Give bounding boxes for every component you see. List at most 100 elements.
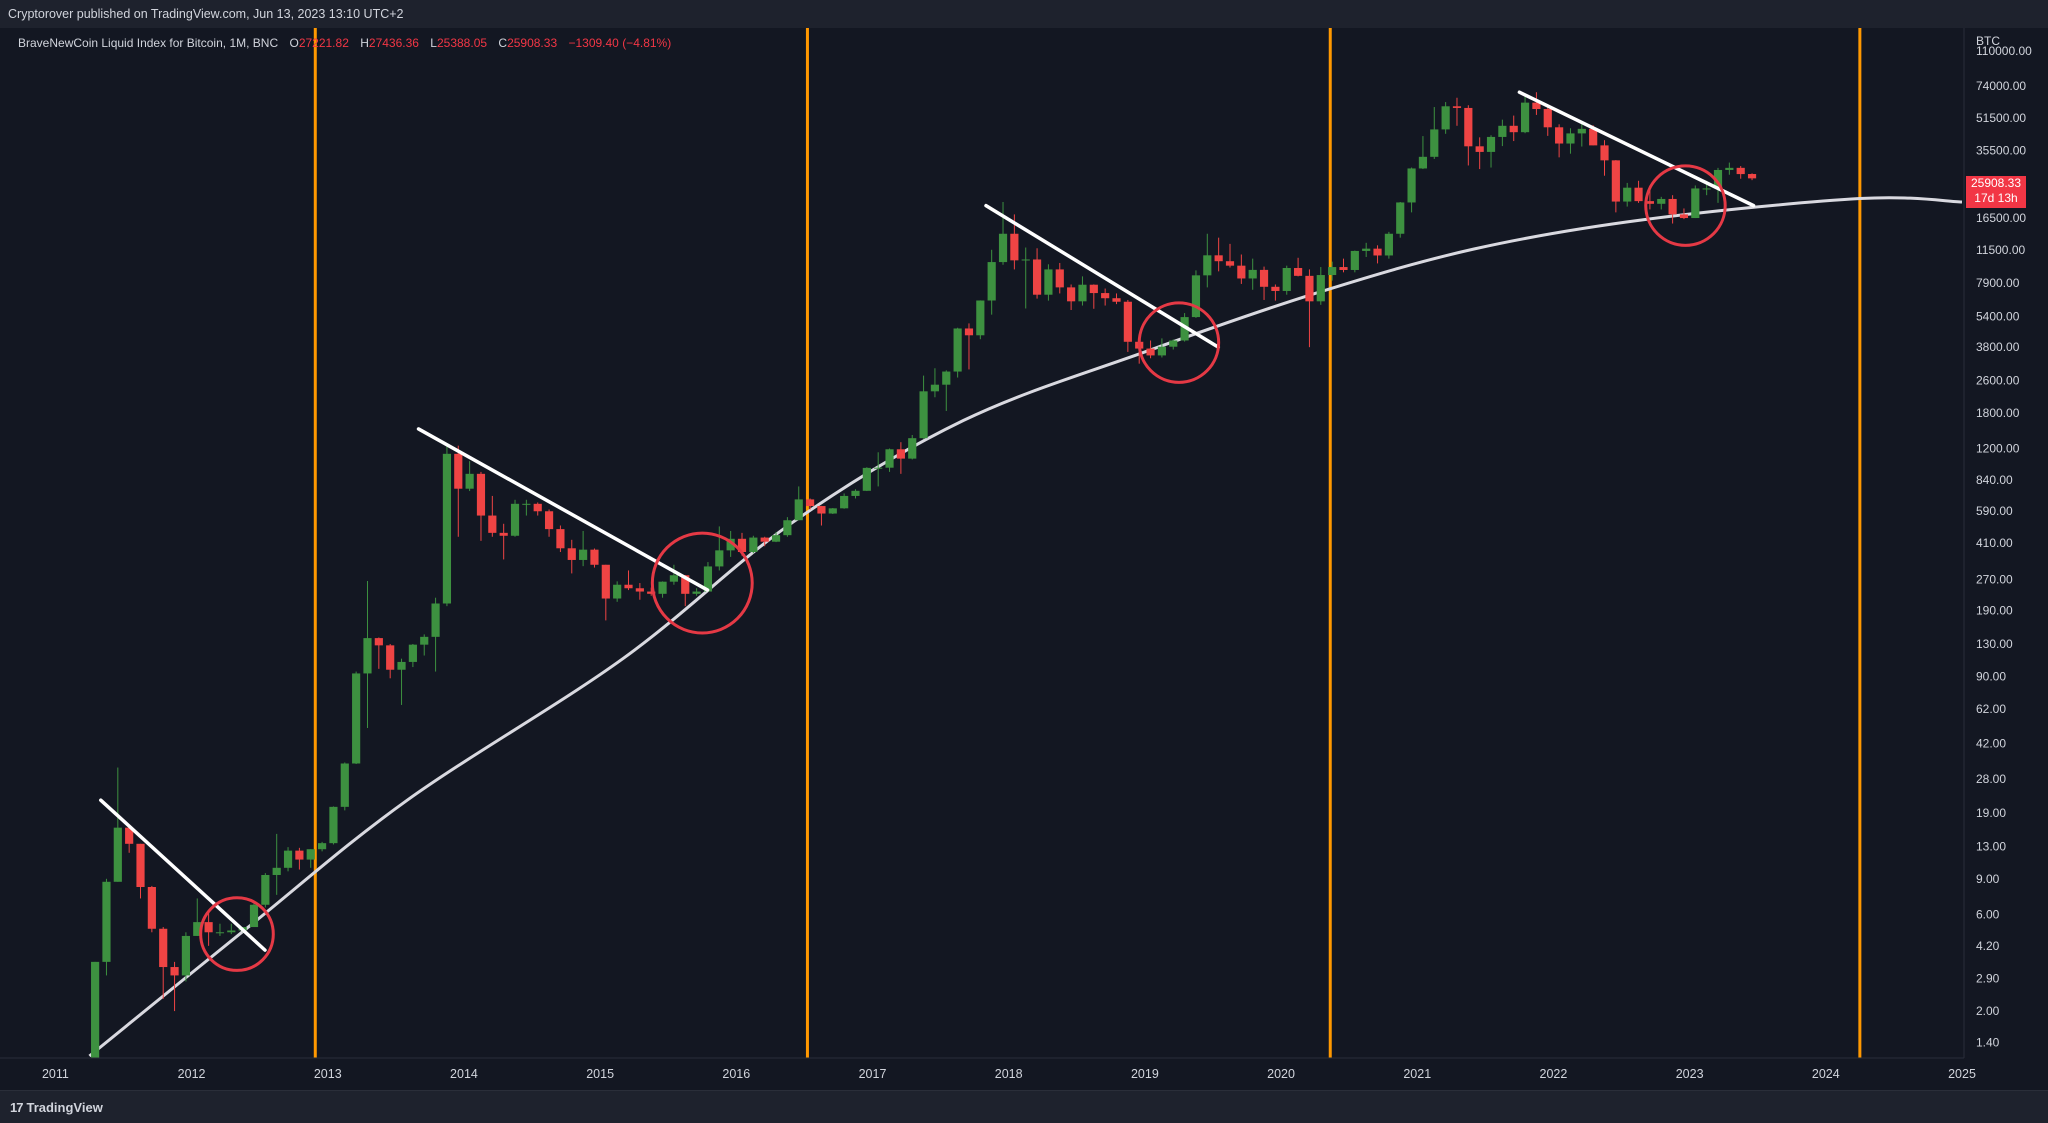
price-tick-label: 1800.00: [1976, 406, 2020, 420]
candle-body: [136, 843, 145, 887]
price-tick-label: 19.00: [1976, 806, 2006, 820]
candle-body: [1702, 188, 1711, 190]
candle-body: [1555, 127, 1564, 144]
time-tick-label: 2021: [1403, 1067, 1431, 1081]
candle-body: [1101, 293, 1110, 299]
candle-body: [1634, 187, 1643, 202]
candle-body: [1679, 214, 1689, 219]
candle-body: [998, 233, 1008, 263]
candle-body: [1600, 145, 1609, 161]
candle-body: [749, 537, 758, 553]
candle-body: [1430, 129, 1439, 157]
candle-body: [987, 262, 996, 301]
candle-body: [1305, 275, 1314, 302]
candle-body: [1180, 317, 1189, 341]
price-tick-label: 270.00: [1976, 573, 2013, 587]
trendline: [416, 427, 710, 592]
candle-body: [386, 645, 395, 670]
candle-body: [1623, 187, 1632, 202]
low-value: 25388.05: [436, 36, 488, 50]
candle-body: [1169, 340, 1178, 347]
footer-bar: 17 TradingView: [0, 1090, 2048, 1123]
brand-name: TradingView: [26, 1100, 103, 1115]
candle-body: [590, 549, 599, 565]
trendline: [1517, 90, 1756, 208]
highlight-circles: [199, 164, 1727, 972]
publisher-bar: Cryptorover published on TradingView.com…: [0, 0, 2048, 29]
candlestick-chart[interactable]: 110000.00 74000.00 51500.00 35500.00 16500.0…: [0, 28, 2048, 1090]
candle-body: [363, 638, 372, 674]
candle-body: [1543, 109, 1552, 128]
price-tick-label: 2.00: [1976, 1004, 2000, 1018]
trendline: [984, 203, 1221, 349]
candle-body: [1191, 275, 1201, 318]
candle-body: [113, 827, 122, 882]
highlight-circle: [1644, 164, 1727, 247]
price-tick-label: 840.00: [1976, 473, 2013, 487]
candle-body: [352, 673, 361, 764]
time-tick-label: 2013: [314, 1067, 342, 1081]
price-tick-label: 90.00: [1976, 669, 2006, 683]
price-tick-label: 190.00: [1976, 604, 2013, 618]
time-tick-label: 2018: [995, 1067, 1023, 1081]
time-axis[interactable]: 2011 2012 2013 2014 2015 2016 2017 2018 2019 2020…: [42, 1067, 1976, 1081]
price-axis[interactable]: 110000.00 74000.00 51500.00 35500.00 16500.0…: [1976, 44, 2032, 1049]
open-label: O: [289, 36, 299, 50]
candle-body: [499, 532, 508, 536]
candle-body: [1486, 136, 1496, 152]
candle-body: [1418, 156, 1428, 169]
price-tick-label: 11500.00: [1976, 243, 2025, 257]
tradingview-logo[interactable]: 17 TradingView: [10, 1100, 103, 1115]
trendlines[interactable]: [99, 90, 1756, 952]
candle-body: [420, 636, 429, 645]
candle-body: [1441, 106, 1450, 130]
price-tick-label: 1200.00: [1976, 442, 2020, 456]
last-price-tag: 25908.33 17d 13h: [1966, 176, 2026, 208]
support-curve: [88, 196, 1963, 1058]
candle-body: [431, 603, 440, 637]
time-tick-label: 2023: [1676, 1067, 1704, 1081]
time-tick-label: 2024: [1812, 1067, 1840, 1081]
candle-body: [193, 922, 202, 936]
candle-body: [397, 661, 406, 670]
candle-body: [1123, 301, 1132, 342]
candle-body: [647, 591, 656, 594]
candle-body: [817, 506, 826, 514]
candle-body: [1010, 233, 1019, 261]
candle-body: [465, 473, 474, 489]
candle-body: [283, 850, 293, 868]
highlight-circle: [1137, 301, 1221, 384]
candle-body: [1282, 267, 1291, 291]
candle-body: [556, 529, 565, 549]
candle-body: [601, 564, 610, 599]
candle-body: [125, 827, 134, 844]
candle-body: [896, 449, 905, 459]
candle-body: [953, 328, 962, 372]
candle-body: [1157, 346, 1166, 356]
candle-body: [544, 511, 554, 530]
candle-body: [964, 328, 974, 336]
candle-body: [703, 566, 713, 592]
candle-body: [840, 495, 849, 509]
candle-body: [669, 575, 678, 582]
candle-body: [1055, 269, 1064, 288]
candle-body: [1725, 167, 1734, 170]
price-tick-label: 3800.00: [1976, 340, 2020, 354]
candle-body: [318, 843, 327, 850]
candle-body: [828, 508, 837, 514]
price-tick-label: 28.00: [1976, 772, 2006, 786]
price-tick-label: 410.00: [1976, 536, 2013, 550]
price-tick-label: 16500.00: [1976, 211, 2026, 225]
candle-body: [726, 538, 735, 551]
candle-body: [1078, 284, 1087, 302]
candle-body: [295, 850, 304, 860]
candle-body: [522, 503, 531, 505]
price-tick-label: 74000.00: [1976, 79, 2026, 93]
candle-body: [976, 300, 985, 336]
candle-body: [1407, 168, 1416, 203]
highlight-circle: [650, 531, 754, 635]
time-tick-label: 2019: [1131, 1067, 1159, 1081]
bar-countdown: 17d 13h: [1974, 191, 2018, 205]
time-tick-label: 2017: [859, 1067, 887, 1081]
candle-body: [1747, 174, 1757, 179]
